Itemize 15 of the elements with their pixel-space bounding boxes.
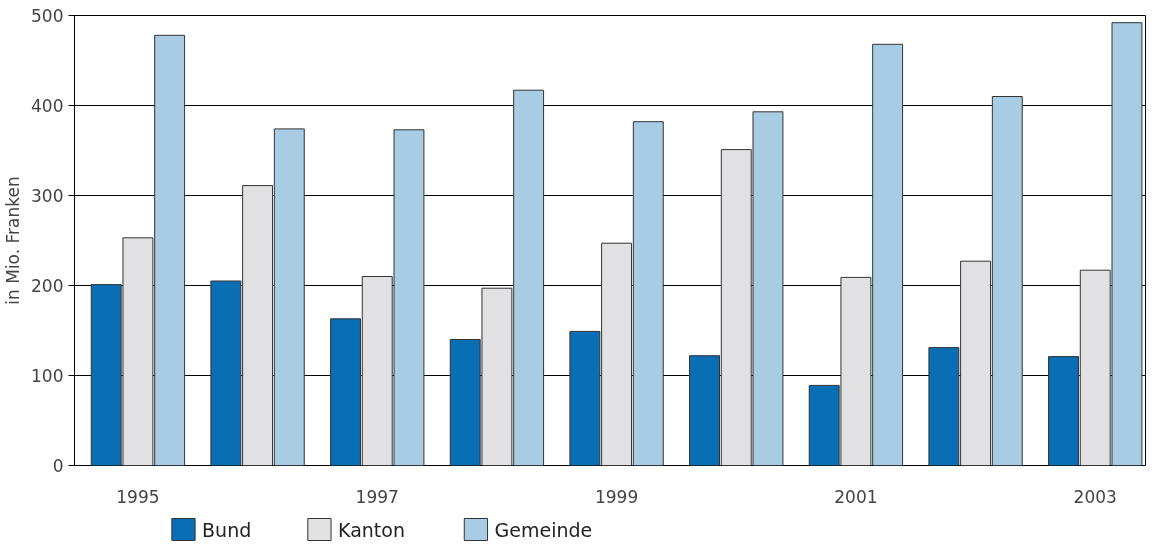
y-tick-label: 300	[31, 186, 64, 206]
y-tick-label: 100	[31, 366, 64, 386]
x-tick-label: 1999	[594, 486, 639, 507]
y-tick-label: 400	[31, 96, 64, 116]
y-tick-label: 500	[31, 6, 64, 26]
x-tick-label: 2001	[834, 486, 878, 507]
x-tick-label: 1995	[116, 486, 160, 507]
legend-label: Kanton	[338, 518, 405, 541]
legend-label: Bund	[202, 518, 252, 541]
x-tick-label: 2003	[1073, 486, 1117, 507]
x-tick-label: 1997	[355, 486, 399, 507]
y-tick-label: 200	[31, 276, 64, 296]
y-tick-label: 0	[52, 456, 64, 476]
y-axis-title: in Mio. Franken	[3, 176, 24, 305]
legend-label: Gemeinde	[494, 518, 593, 541]
